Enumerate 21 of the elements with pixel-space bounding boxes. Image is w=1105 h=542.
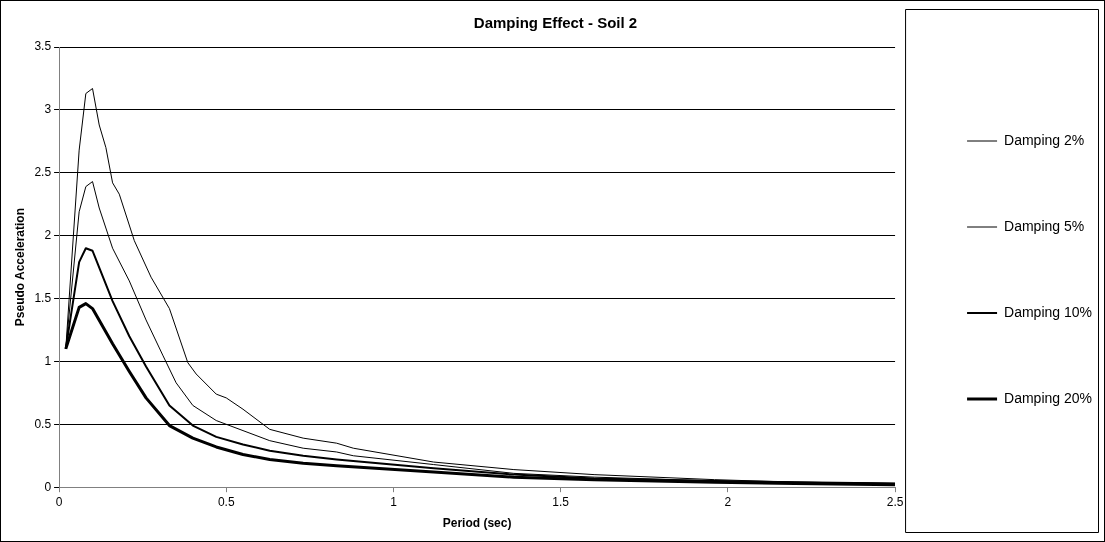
legend-label: Damping 5% bbox=[1004, 217, 1085, 234]
y-tick-label: 0 bbox=[44, 479, 52, 494]
x-tick-label: 0 bbox=[55, 494, 63, 509]
y-axis-title: Pseudo Acceleration bbox=[12, 207, 27, 327]
x-tick-label: 0.5 bbox=[217, 494, 235, 509]
y-tick-label: 3 bbox=[44, 102, 52, 117]
x-axis-title: Period (sec) bbox=[442, 516, 512, 531]
x-tick-label: 1 bbox=[390, 494, 398, 509]
x-tick-label: 2.5 bbox=[886, 494, 904, 509]
y-tick-label: 0.5 bbox=[34, 416, 52, 431]
x-tick-label: 1.5 bbox=[552, 494, 570, 509]
y-tick-label: 2.5 bbox=[34, 165, 52, 180]
chart-title: Damping Effect - Soil 2 bbox=[473, 14, 638, 32]
y-tick-label: 3.5 bbox=[34, 39, 52, 54]
y-tick-label: 1 bbox=[44, 353, 52, 368]
legend-label: Damping 2% bbox=[1004, 131, 1085, 148]
legend-label: Damping 20% bbox=[1004, 389, 1092, 406]
x-tick-label: 2 bbox=[724, 494, 732, 509]
legend-label: Damping 10% bbox=[1004, 303, 1092, 320]
y-tick-label: 2 bbox=[44, 227, 52, 242]
y-tick-label: 1.5 bbox=[34, 290, 52, 305]
